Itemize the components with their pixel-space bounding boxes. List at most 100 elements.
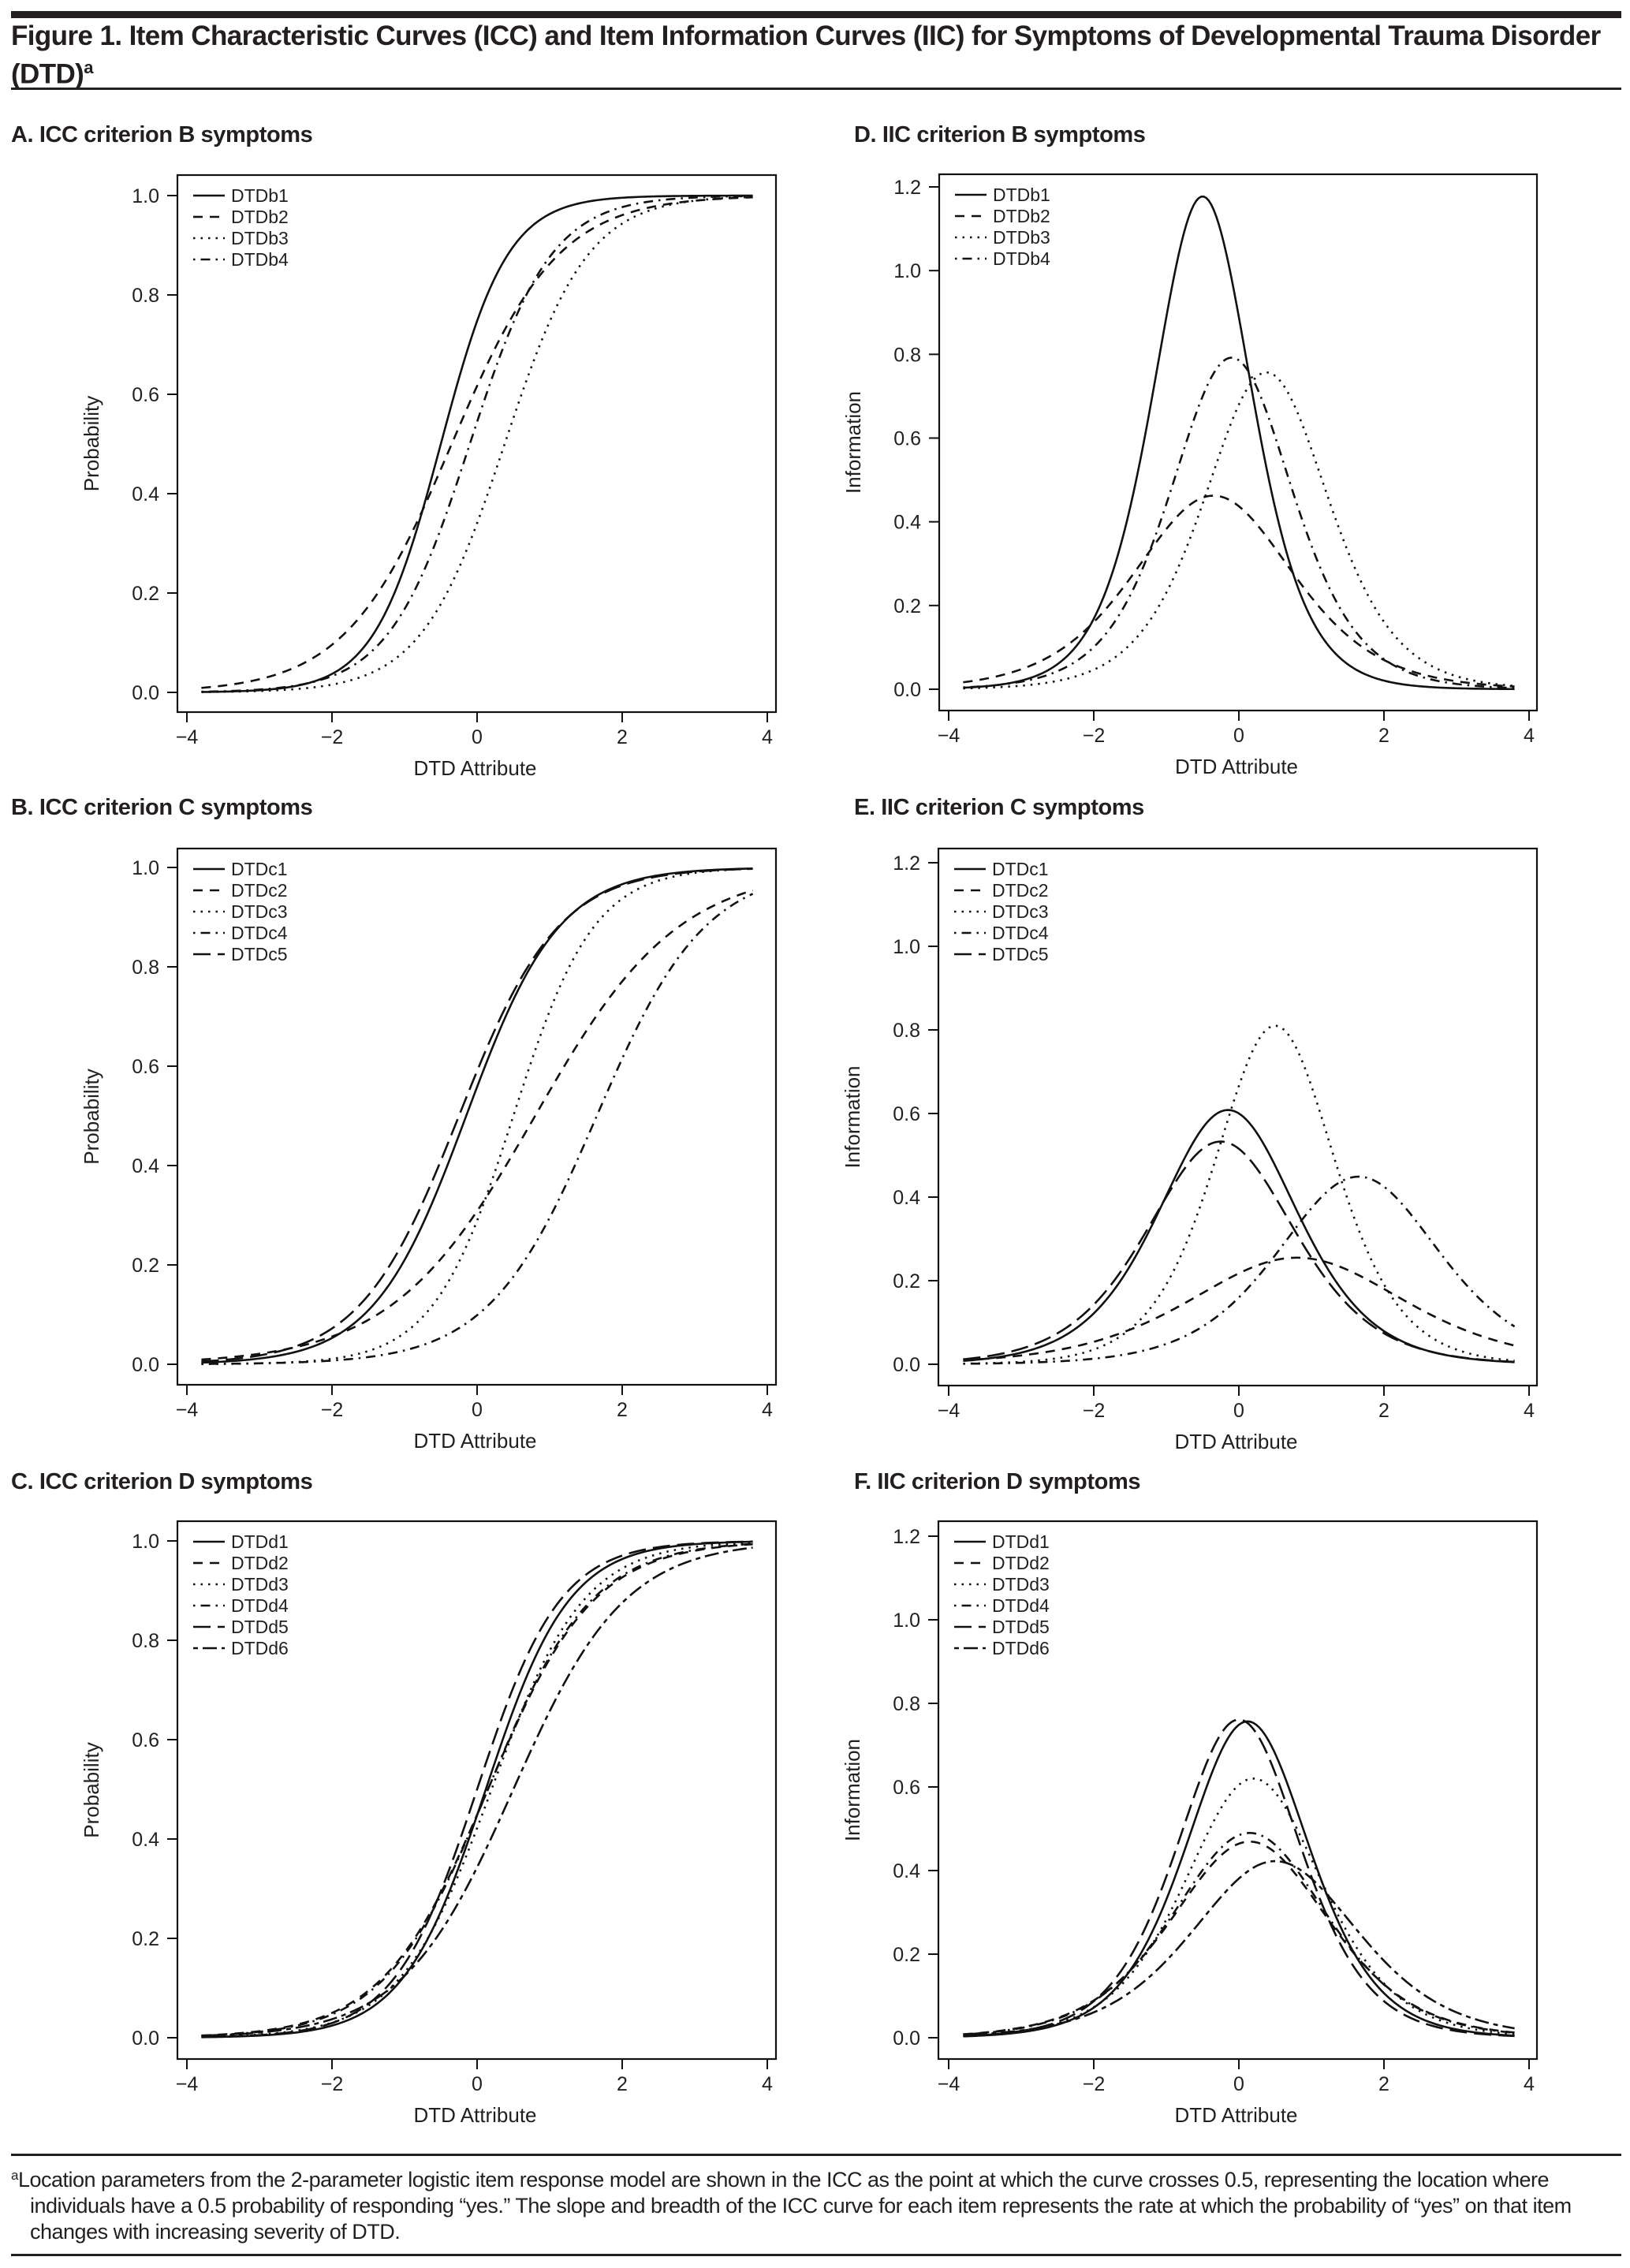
y-tick-label: 1.0 (132, 185, 159, 207)
x-tick-label: 2 (617, 1399, 628, 1421)
series-line-dtdb4 (963, 356, 1515, 689)
footnote-text: Location parameters from the 2-parameter… (17, 2168, 1572, 2244)
y-tick-label: 0.0 (893, 1354, 920, 1376)
x-tick-label: −4 (176, 2073, 199, 2095)
legend-label-dtdc4: DTDc4 (231, 923, 288, 943)
y-tick-label: 1.0 (132, 857, 159, 879)
y-axis-title: Information (841, 391, 865, 494)
x-tick-label: 0 (1233, 1400, 1244, 1422)
x-tick-label: 2 (617, 726, 628, 748)
x-tick-label: −4 (938, 725, 960, 747)
series-line-dtdd4 (201, 1542, 753, 2037)
y-tick-label: 0.6 (132, 1729, 159, 1751)
x-tick-label: 0 (1233, 2073, 1244, 2095)
series-line-dtdd1 (963, 1720, 1515, 2038)
y-tick-label: 0.4 (132, 483, 159, 505)
y-tick-label: 0.8 (893, 344, 921, 366)
legend-label-dtdd1: DTDd1 (992, 1531, 1050, 1552)
legend-label-dtdd4: DTDd4 (231, 1595, 289, 1616)
series-line-dtdc1 (963, 1109, 1515, 1363)
legend-label-dtdc2: DTDc2 (231, 880, 288, 901)
series-line-dtdc5 (963, 1140, 1515, 1363)
y-tick-label: 0.2 (893, 1944, 920, 1966)
chart-panel-b: −4 −2 0 2 4 0.0 0.2 0.4 0.6 0.8 1.0 DTD Attribute Pr… (80, 847, 778, 1453)
legend-label-dtdb3: DTDb3 (993, 227, 1050, 248)
y-tick-label: 0.4 (893, 1860, 920, 1882)
series-line-dtdb1 (201, 194, 753, 693)
figure-title: Figure 1. Item Characteristic Curves (IC… (11, 21, 1620, 91)
y-axis-title: Information (841, 1739, 864, 1841)
y-tick-label: 0.8 (893, 1020, 920, 1042)
footnote-marker: a (11, 2168, 18, 2183)
x-tick-label: 4 (1524, 2073, 1535, 2095)
x-tick-label: 4 (762, 1399, 773, 1421)
legend-label-dtdc4: DTDc4 (992, 923, 1049, 943)
x-tick-label: 0 (472, 1399, 483, 1421)
series-line-dtdb1 (963, 195, 1515, 691)
y-axis-title: Probability (80, 1069, 103, 1164)
plot-frame (937, 1520, 1539, 2061)
panel-heading-f: F. IIC criterion D symptoms (854, 1469, 1141, 1494)
series-line-dtdc4 (963, 1175, 1516, 1365)
y-tick-label: 0.6 (893, 428, 921, 450)
y-tick-label: 0.2 (132, 1255, 159, 1277)
panel-heading-b: B. ICC criterion C symptoms (11, 795, 313, 820)
series-line-dtdd5 (201, 1540, 753, 2039)
legend-label-dtdb4: DTDb4 (993, 248, 1050, 269)
x-tick-label: −2 (1083, 2073, 1106, 2095)
x-tick-label: 4 (762, 726, 773, 748)
x-tick-label: 0 (472, 2073, 483, 2095)
legend-label-dtdc1: DTDc1 (992, 859, 1049, 879)
x-tick-label: 2 (1378, 2073, 1389, 2095)
legend-label-dtdb2: DTDb2 (231, 207, 289, 227)
y-tick-label: 0.8 (132, 957, 159, 979)
y-axis-title: Probability (80, 1742, 103, 1837)
y-tick-label: 0.0 (893, 679, 921, 701)
x-tick-label: −4 (176, 1399, 199, 1421)
y-tick-label: 1.0 (893, 1610, 920, 1632)
x-tick-label: −2 (321, 2073, 344, 2095)
x-tick-label: −2 (1083, 1400, 1106, 1422)
y-tick-label: 1.2 (893, 1526, 920, 1548)
legend-label-dtdd4: DTDd4 (992, 1595, 1050, 1616)
x-tick-label: 4 (1524, 725, 1535, 747)
x-axis-title: DTD Attribute (413, 756, 536, 780)
legend-label-dtdc3: DTDc3 (231, 901, 288, 922)
top-rule (11, 11, 1621, 18)
series-line-dtdc3 (963, 1024, 1515, 1365)
y-tick-label: 0.0 (893, 2027, 920, 2050)
y-tick-label: 1.0 (132, 1531, 159, 1553)
x-tick-label: 2 (617, 2073, 628, 2095)
panel-heading-e: E. IIC criterion C symptoms (854, 795, 1144, 820)
series-line-dtdd6 (963, 1860, 1515, 2036)
y-tick-label: 0.6 (132, 1056, 159, 1078)
legend-label-dtdd5: DTDd5 (992, 1617, 1050, 1637)
y-tick-label: 0.6 (132, 384, 159, 406)
footnote-rule-bottom (11, 2254, 1621, 2256)
x-tick-label: 4 (1524, 1400, 1535, 1422)
x-axis-title: DTD Attribute (413, 1429, 536, 1453)
panel-heading-d: D. IIC criterion B symptoms (854, 122, 1146, 147)
x-axis-title: DTD Attribute (413, 2103, 536, 2127)
legend-label-dtdd1: DTDd1 (231, 1531, 289, 1552)
series-line-dtdb3 (201, 196, 753, 693)
series-line-dtdd2 (201, 1542, 753, 2037)
x-axis-title: DTD Attribute (1174, 2103, 1297, 2127)
series-line-dtdd2 (963, 1841, 1515, 2035)
panel-heading-a: A. ICC criterion B symptoms (11, 122, 313, 147)
footnote: aLocation parameters from the 2-paramete… (11, 2162, 1630, 2245)
y-tick-label: 1.0 (893, 260, 921, 282)
figure-title-footnote-marker: a (84, 58, 93, 77)
legend-label-dtdd6: DTDd6 (231, 1638, 289, 1658)
x-tick-label: 2 (1378, 1400, 1389, 1422)
series-line-dtdb4 (201, 195, 753, 693)
figure-title-text: Figure 1. Item Characteristic Curves (IC… (11, 21, 1601, 90)
chart-panel-c: −4 −2 0 2 4 0.0 0.2 0.4 0.6 0.8 1.0 DTD Attribute Pr… (80, 1520, 778, 2127)
x-axis-title: DTD Attribute (1174, 1430, 1297, 1453)
y-tick-label: 0.6 (893, 1103, 920, 1125)
legend-label-dtdd5: DTDd5 (231, 1617, 289, 1637)
